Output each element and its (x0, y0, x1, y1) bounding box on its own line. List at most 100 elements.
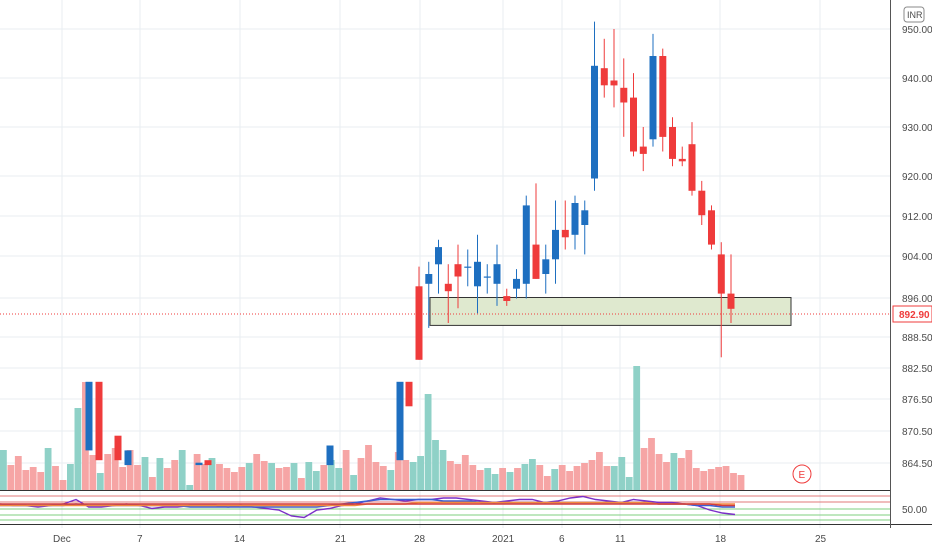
candle[interactable] (639, 127, 647, 172)
candle-body (698, 190, 706, 216)
time-tick-7: 7 (137, 534, 143, 545)
volume-bar (417, 456, 424, 490)
candle[interactable] (630, 73, 637, 157)
candle[interactable] (503, 288, 511, 306)
candle-body (95, 381, 103, 461)
candle[interactable] (522, 195, 530, 299)
candle-body (454, 264, 462, 277)
price-axis[interactable]: 950.00 940.00 930.00 920.00 912.00 904.0… (902, 25, 932, 470)
candle[interactable] (708, 205, 715, 250)
volume-bar (0, 450, 7, 490)
volume-bar (163, 468, 171, 490)
candle-body (474, 261, 481, 287)
volume-bar (484, 468, 492, 490)
price-tick-864: 864.50 (902, 459, 932, 470)
volume-bar (618, 457, 626, 490)
candle[interactable] (454, 244, 462, 309)
volume-bar (216, 464, 223, 490)
volume-bar (432, 440, 439, 490)
volume-bar (14, 456, 22, 490)
volume-bar (186, 485, 194, 490)
candle[interactable] (717, 242, 725, 358)
candle[interactable] (513, 269, 520, 299)
candlesticks[interactable] (85, 21, 735, 466)
volume-bar (59, 480, 67, 490)
price-tick-940: 940.00 (902, 74, 932, 85)
volume-bar (268, 463, 275, 490)
candle[interactable] (552, 200, 559, 284)
support-zone-rectangle[interactable] (429, 297, 792, 326)
volume-bar (685, 450, 693, 490)
candle[interactable] (425, 261, 433, 328)
candle[interactable] (561, 200, 569, 250)
candle-body (464, 266, 472, 268)
candle[interactable] (435, 239, 442, 294)
price-tick-930: 930.00 (902, 123, 932, 134)
candle[interactable] (542, 244, 550, 294)
volume-bar (469, 465, 477, 490)
candle[interactable] (571, 195, 579, 250)
candle[interactable] (532, 183, 540, 279)
candle[interactable] (727, 254, 735, 323)
currency-badge[interactable] (903, 6, 925, 23)
volume-bar (231, 472, 238, 490)
candle[interactable] (474, 234, 481, 314)
time-tick-28: 28 (414, 534, 426, 545)
volume-bar (74, 408, 82, 490)
time-tick-21: 21 (335, 534, 347, 545)
volume-bar (223, 468, 231, 490)
volume-bar (536, 465, 544, 490)
candle-body (522, 205, 530, 284)
earnings-event-marker[interactable] (792, 464, 812, 484)
candle[interactable] (678, 146, 686, 167)
volume-bar (461, 455, 469, 490)
candle[interactable] (483, 264, 491, 294)
volume-bar (379, 466, 387, 490)
volume-bar (715, 467, 722, 490)
candle-body (425, 274, 433, 284)
price-tick-912: 912.00 (902, 212, 932, 223)
candle[interactable] (591, 21, 598, 191)
candle[interactable] (493, 244, 501, 306)
volume-bar (342, 450, 350, 490)
volume-bar (298, 478, 305, 490)
volume-bar (506, 472, 514, 490)
candle[interactable] (698, 180, 706, 225)
candle-body (532, 244, 540, 279)
currency-label: INR (907, 10, 923, 20)
vertical-gridlines (61, 0, 821, 528)
candle[interactable] (688, 122, 696, 196)
time-tick-18: 18 (715, 534, 727, 545)
candle-body (600, 68, 608, 86)
indicator-line (0, 503, 735, 507)
candle[interactable] (444, 264, 452, 323)
volume-bar (387, 470, 395, 490)
volume-bar (514, 468, 521, 490)
candle[interactable] (669, 117, 676, 167)
candle-body (85, 381, 93, 451)
candle[interactable] (659, 48, 667, 152)
volume-bar (581, 463, 588, 490)
candle[interactable] (610, 29, 618, 108)
price-tick-870: 870.50 (902, 427, 932, 438)
volume-bar (283, 467, 290, 490)
candle[interactable] (464, 249, 472, 287)
volume-bar (394, 452, 402, 490)
volume-bar (692, 468, 700, 490)
volume-bar (320, 465, 328, 490)
time-axis[interactable]: Dec 7 14 21 28 2021 6 11 18 25 (53, 534, 827, 545)
candle[interactable] (649, 33, 657, 147)
volume-bar (722, 466, 730, 490)
candle[interactable] (600, 38, 608, 98)
candle-body (195, 462, 203, 466)
candle-body (405, 381, 413, 407)
volume-bar (663, 462, 670, 490)
volume-bar (7, 465, 15, 490)
candle[interactable] (620, 58, 628, 137)
candle[interactable] (581, 200, 589, 255)
candle-body (688, 144, 696, 191)
volume-bar (104, 454, 112, 490)
candle[interactable] (415, 266, 423, 360)
